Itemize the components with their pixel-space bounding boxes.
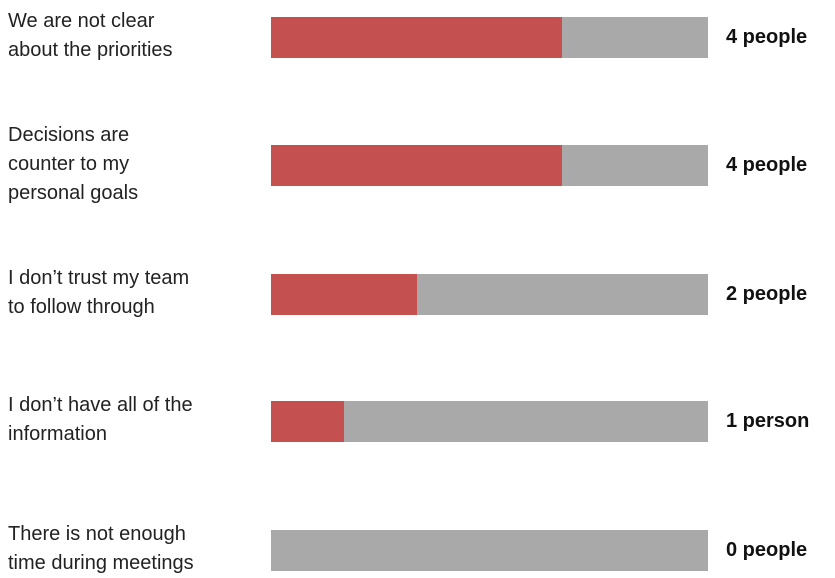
bar-track bbox=[271, 401, 708, 442]
value-label: 2 people bbox=[726, 282, 807, 306]
bar-fill bbox=[271, 17, 562, 58]
bar-fill bbox=[271, 401, 344, 442]
category-label-line: I don’t have all of the bbox=[8, 391, 253, 420]
category-label: We are not clear about the priorities bbox=[8, 7, 253, 65]
category-label-line: counter to my bbox=[8, 150, 253, 179]
bar-fill bbox=[271, 274, 417, 315]
bar-track bbox=[271, 145, 708, 186]
value-label: 1 person bbox=[726, 409, 809, 433]
bar-fill bbox=[271, 145, 562, 186]
category-label-line: There is not enough bbox=[8, 520, 253, 549]
category-label: I don’t trust my team to follow through bbox=[8, 264, 253, 322]
category-label-line: Decisions are bbox=[8, 121, 253, 150]
category-label: I don’t have all of the information bbox=[8, 391, 253, 449]
category-label-line: I don’t trust my team bbox=[8, 264, 253, 293]
bar-track bbox=[271, 530, 708, 571]
category-label: Decisions are counter to my personal goals bbox=[8, 121, 253, 208]
category-label-line: to follow through bbox=[8, 293, 253, 322]
category-label-line: about the priorities bbox=[8, 36, 253, 65]
value-label: 0 people bbox=[726, 538, 807, 562]
category-label-line: information bbox=[8, 420, 253, 449]
category-label-line: We are not clear bbox=[8, 7, 253, 36]
bar-track bbox=[271, 274, 708, 315]
value-label: 4 people bbox=[726, 25, 807, 49]
category-label: There is not enough time during meetings bbox=[8, 520, 253, 578]
bar-track bbox=[271, 17, 708, 58]
category-label-line: time during meetings bbox=[8, 549, 253, 578]
value-label: 4 people bbox=[726, 153, 807, 177]
category-label-line: personal goals bbox=[8, 179, 253, 208]
